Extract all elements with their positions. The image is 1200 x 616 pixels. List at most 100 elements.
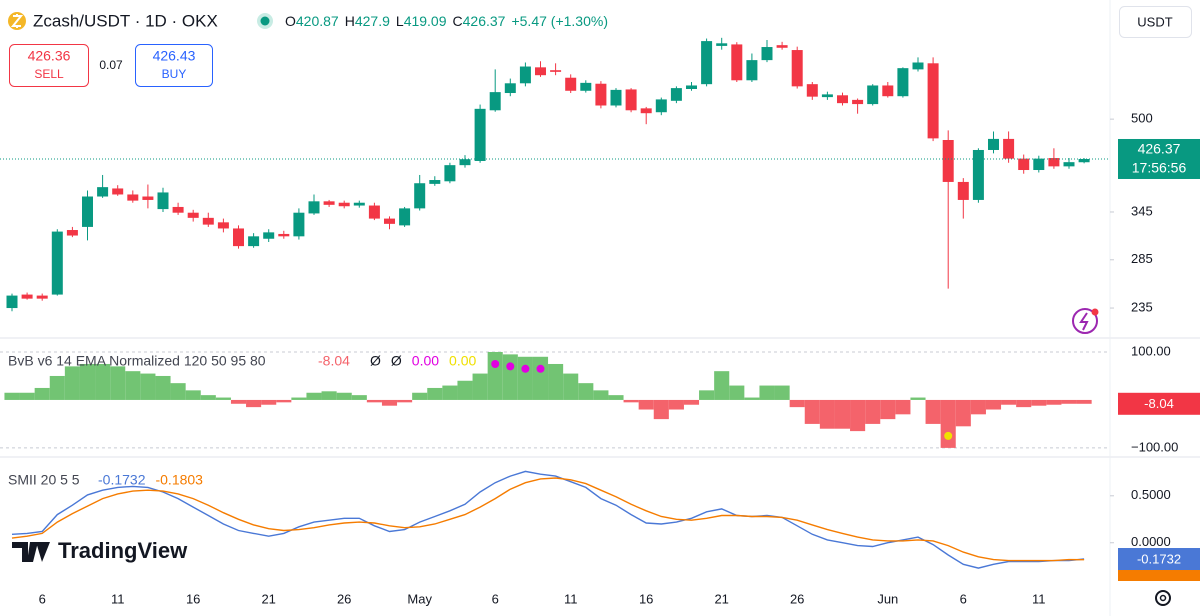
candle-body [806,84,818,97]
histogram-bar [1001,399,1017,405]
histogram-bar [291,397,307,400]
candle-body [535,67,546,76]
histogram-bar [381,399,398,406]
candle-body [36,295,48,299]
candle-body [202,217,214,225]
candle-body [263,232,275,239]
spread: 0.07 [99,58,123,72]
candle-body [489,92,501,111]
histogram-bar [79,363,96,400]
histogram-bar [985,399,1002,410]
candle-body [248,236,260,247]
candle-body [972,149,984,200]
currency-selector[interactable] [1119,6,1192,38]
last-price-label: 426.37 [1138,141,1181,157]
histogram-bar [759,385,775,400]
signal-dot [506,362,515,371]
candle-body [82,196,93,227]
brand-logo [12,542,50,562]
x-tick-label: 11 [1032,591,1046,606]
settings-icon-core [1159,594,1167,602]
candle-body [1033,158,1045,171]
candle-body [157,192,169,210]
coin-icon-glyph [10,14,24,28]
candle-body [912,62,924,70]
histogram-bar [351,395,367,400]
signal-dot [536,364,545,373]
indicator-line [11,477,1085,562]
candle-body [761,47,773,61]
value-badge [1118,548,1200,571]
histogram-bar [487,351,503,400]
histogram-bar [1016,399,1032,408]
candle-body [746,60,758,81]
sell-price: 426.36 [28,48,71,64]
histogram-bar [472,373,488,400]
status-dot [260,16,270,26]
histogram-bar [215,397,231,400]
indicator-title: SMII 20 5 5 [8,472,80,488]
histogram-bar [125,371,141,400]
candle-body [1078,158,1090,163]
candle-body [791,50,803,87]
histogram-bar [563,373,579,400]
candle-body [399,208,411,226]
candle-body [731,44,743,81]
candle-body [565,77,577,91]
histogram-bar [638,399,654,410]
candle-body [459,159,471,166]
histogram-bar [4,392,20,400]
settings-icon[interactable] [1155,590,1171,606]
candle-body [701,41,713,85]
candle-body [384,218,395,224]
candle-body [6,295,18,309]
alert-icon-glyph [1079,312,1089,331]
histogram-bar [653,399,669,420]
candle-body [51,231,63,295]
candle-body [519,66,531,84]
ohlc-value: 426.37 [463,13,506,29]
histogram-bar [517,356,533,400]
histogram-bar [336,392,352,400]
candle-body [580,82,592,91]
candle-body [927,63,939,139]
ohlc-label: C [453,13,463,29]
histogram-bar [502,354,518,400]
alert-badge [1091,308,1099,316]
indicator-value: Ø [391,353,402,369]
histogram-bar [1031,399,1047,406]
y-tick-label: 0.0000 [1131,534,1171,549]
candle-body [338,202,350,207]
histogram-bar [185,390,201,400]
candle-body [837,95,848,104]
candle-body [640,108,652,114]
indicator-title: BvB v6 14 EMA Normalized 120 50 95 80 [8,353,266,369]
histogram-bar [699,390,715,400]
last-price-badge [1118,138,1200,179]
sell-button[interactable] [9,44,89,87]
ohlc-label: L [396,13,404,29]
candle-body [1003,138,1015,159]
candle-body [429,180,441,184]
signal-dot [944,431,953,440]
candle-body [550,70,562,72]
candle-body [610,89,622,106]
candle-body [414,183,426,209]
histogram-bar [1076,399,1092,404]
buy-button[interactable] [135,44,213,87]
histogram-bar [64,366,80,400]
ohlc-value: 427.9 [355,13,390,29]
histogram-bar [729,385,745,400]
candle-body [776,45,788,48]
histogram-bar [140,373,156,400]
sell-label: SELL [34,67,64,81]
x-tick-label: 6 [960,591,967,606]
histogram-bar [170,383,186,400]
y-tick-label: 0.5000 [1131,487,1171,502]
candle-body [1048,158,1060,167]
histogram-bar [321,391,337,400]
candle-body [278,233,290,237]
histogram-bar [200,395,216,400]
candle-body [716,43,728,46]
histogram-bar [548,363,564,400]
